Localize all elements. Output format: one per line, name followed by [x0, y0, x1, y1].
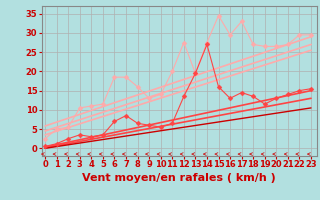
X-axis label: Vent moyen/en rafales ( km/h ): Vent moyen/en rafales ( km/h ) — [82, 173, 276, 183]
